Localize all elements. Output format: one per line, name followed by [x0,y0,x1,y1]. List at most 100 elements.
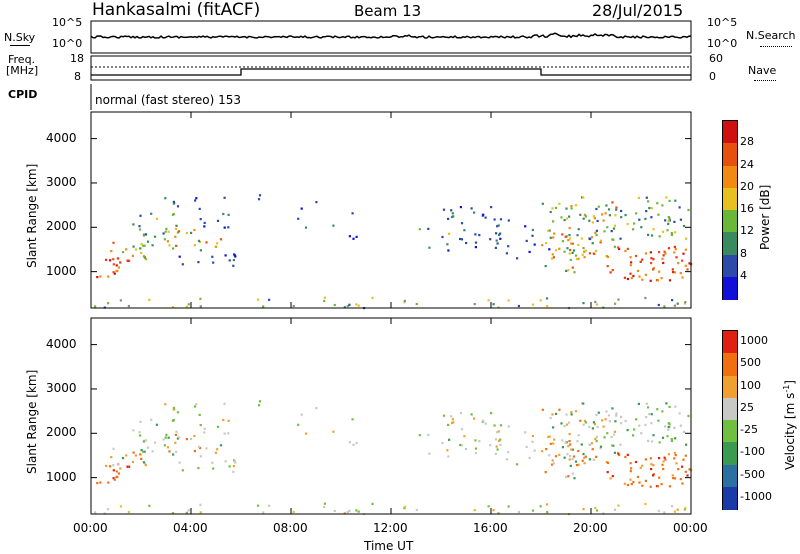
echo-cell [664,458,667,461]
echo-cell [626,429,629,432]
echo-cell [581,459,584,462]
echo-cell [551,207,554,210]
echo-cell [608,214,611,217]
echo-cell [629,256,632,259]
echo-cell [450,415,453,418]
colorbar-segment [723,187,737,211]
echo-cell [575,464,579,467]
echo-cell [113,272,116,275]
colorbar-segment [723,464,737,488]
echo-cell [216,219,220,222]
echo-cell [492,509,495,512]
colorbar-tick-label: -100 [740,445,765,459]
echo-cell [465,241,468,245]
echo-cell [232,470,235,473]
echo-cell [599,239,603,242]
echo-cell [127,304,130,308]
echo-cell [507,245,510,248]
echo-cell [637,196,640,199]
echo-cell [640,226,643,229]
echo-cell [470,413,473,416]
echo-cell [138,431,141,434]
echo-cell [645,416,648,419]
echo-cell [452,421,455,424]
echo-cell [667,453,670,456]
echo-cell [584,455,587,458]
echo-cell [682,430,686,434]
echo-cell [592,421,595,424]
colorbar-segment [723,420,737,443]
echo-cell [667,216,670,219]
echo-cell [142,255,145,258]
nsearch-legend-line [760,46,792,47]
echo-cell [474,233,477,236]
echo-cell [566,453,569,456]
echo-cell [115,264,118,267]
echo-cell [687,208,690,212]
echo-cell [487,299,490,302]
echo-cell [174,227,177,230]
echo-cell [177,436,181,439]
echo-cell [146,240,150,243]
echo-cell [571,457,574,460]
echo-cell [166,446,169,449]
echo-cell [673,251,676,254]
echo-cell [676,508,679,511]
echo-cell [105,258,108,261]
echo-cell [679,424,682,427]
echo-cell [203,427,206,430]
echo-cell [193,244,196,247]
echo-cell [112,469,115,472]
echo-cell [568,440,571,443]
echo-cell [668,279,672,282]
echo-cell [343,512,346,515]
echo-cell [560,216,563,219]
echo-cell [195,197,198,200]
echo-cell [172,213,175,216]
echo-cell [116,257,119,260]
x-tick-label: 04:00 [173,521,208,535]
echo-cell [584,421,587,424]
echo-cell [565,423,569,426]
echo-cell [591,427,594,430]
echo-cell [357,304,360,307]
echo-cell [652,434,655,437]
echo-cell [505,458,508,461]
echo-cell [661,410,664,413]
colorbar-segment [723,254,737,278]
echo-cell [490,206,493,209]
echo-cell [474,452,477,455]
echo-cell [661,230,665,233]
echo-cell [234,255,237,258]
echo-cell [113,478,116,481]
echo-cell [545,242,548,245]
echo-cell [652,268,655,271]
echo-cell [214,451,217,454]
echo-cell [607,208,611,211]
echo-cell [554,455,558,458]
echo-cell [618,453,621,457]
echo-cell [629,272,632,275]
echo-cell [553,232,556,235]
noise-right-tick-top: 10^5 [707,16,738,29]
echo-cell [673,220,676,223]
echo-cell [626,223,629,226]
echo-cell [549,210,552,214]
echo-cell [673,426,676,429]
nave-label: Nave [748,64,777,77]
echo-cell [650,463,653,466]
echo-cell [355,509,358,512]
echo-cell [110,456,113,459]
echo-cell [499,424,503,427]
echo-cell [624,214,627,217]
echo-cell [606,432,609,435]
echo-cell [611,201,614,204]
echo-cell [580,237,583,240]
echo-cell [581,253,584,256]
echo-cell [668,485,672,488]
echo-cell [561,446,564,449]
echo-cell [674,454,677,457]
echo-cell [674,405,677,408]
echo-cell [591,448,594,451]
echo-cell [652,464,655,467]
